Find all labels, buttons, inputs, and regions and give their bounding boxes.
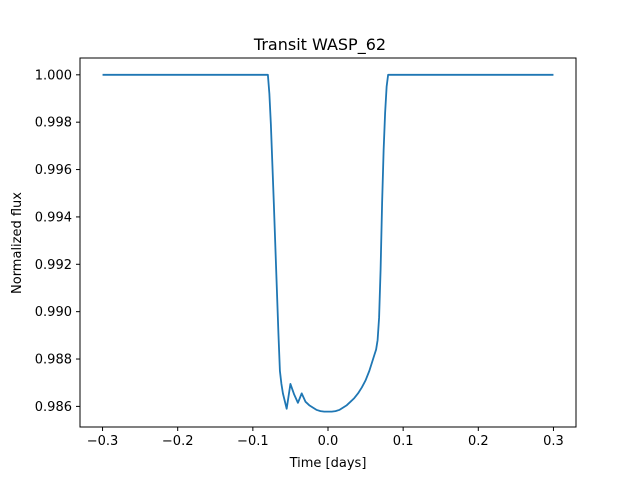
y-tick-label: 0.986 [35, 400, 72, 415]
y-tick-label: 0.994 [35, 210, 72, 225]
plot-area [79, 57, 577, 428]
x-tick-label: −0.3 [87, 434, 119, 449]
plot-frame [79, 57, 577, 428]
y-tick-label: 0.988 [35, 353, 72, 368]
x-tick-label: 0.1 [393, 434, 414, 449]
x-axis: −0.3 −0.2 −0.1 0.0 0.1 0.2 0.3 [87, 427, 564, 449]
x-tick-label: −0.1 [237, 434, 269, 449]
y-tick-label: 0.992 [35, 258, 72, 273]
y-axis: 0.986 0.988 0.990 0.992 0.994 0.996 0.998 1.000 [35, 68, 80, 415]
y-axis-title: Normalized flux [10, 192, 25, 294]
y-tick-label: 1.000 [35, 68, 72, 83]
x-tick-label: 0.2 [468, 434, 489, 449]
x-tick-label: 0.0 [318, 434, 339, 449]
y-tick-label: 0.998 [35, 116, 72, 131]
y-tick-label: 0.990 [35, 305, 72, 320]
series-line-0 [102, 73, 554, 413]
chart-title: Transit WASP_62 [253, 35, 386, 55]
x-axis-title: Time [days] [289, 456, 367, 471]
x-tick-label: 0.3 [543, 434, 564, 449]
x-tick-label: −0.2 [162, 434, 194, 449]
y-tick-label: 0.996 [35, 163, 72, 178]
